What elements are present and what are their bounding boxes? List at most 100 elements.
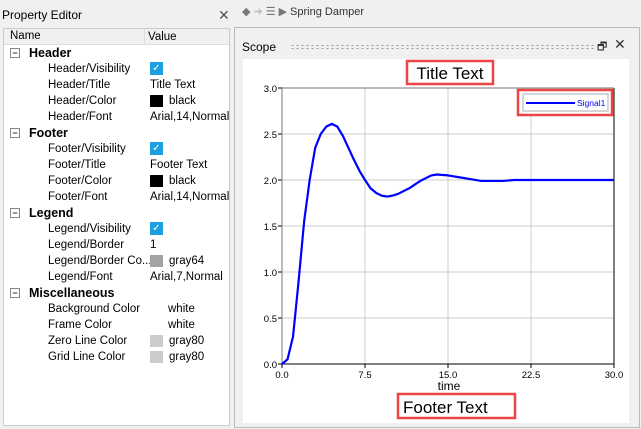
y-tick-label: 2.5 bbox=[264, 130, 277, 141]
grid-header: Name Value bbox=[4, 29, 229, 45]
color-swatch bbox=[150, 334, 163, 347]
x-tick-label: 22.5 bbox=[522, 370, 541, 381]
x-axis-label: time bbox=[438, 379, 461, 393]
category-miscellaneous[interactable]: − Miscellaneous bbox=[4, 285, 229, 301]
property-value[interactable]: Footer Text bbox=[150, 159, 208, 171]
property-name: Zero Line Color bbox=[48, 335, 128, 347]
restore-icon[interactable]: 🗗 bbox=[597, 41, 608, 53]
property-name: Frame Color bbox=[48, 319, 112, 331]
property-row[interactable]: Legend/Border Co... gray64 bbox=[4, 253, 229, 269]
color-swatch bbox=[150, 174, 163, 187]
property-value[interactable]: white bbox=[168, 303, 195, 315]
property-name: Grid Line Color bbox=[48, 351, 126, 363]
chart-footer: Footer Text bbox=[403, 398, 488, 417]
column-value[interactable]: Value bbox=[144, 29, 177, 45]
category-footer[interactable]: − Footer bbox=[4, 125, 229, 141]
chart: 0.0 0.5 1.0 1.5 2.0 2.5 3.0 0.0 7.5 15.0 22.5 30.0 S… bbox=[264, 59, 624, 420]
property-grid: Name Value − Header Header/Visibility ✓ Head… bbox=[3, 28, 230, 426]
list-icon[interactable]: ☰ bbox=[265, 6, 276, 18]
property-name: Header/Visibility bbox=[48, 63, 131, 75]
back-icon[interactable]: ◆ bbox=[242, 6, 251, 18]
y-tick-label: 0.0 bbox=[264, 360, 277, 371]
footer-highlight bbox=[396, 392, 517, 420]
y-tick-label: 1.5 bbox=[264, 222, 277, 233]
y-tick-label: 1.0 bbox=[264, 268, 277, 279]
property-name: Header/Title bbox=[48, 79, 111, 91]
color-swatch bbox=[150, 350, 163, 363]
check-icon: ✓ bbox=[150, 62, 163, 76]
color-swatch bbox=[150, 254, 163, 267]
visibility-checkbox[interactable]: ✓ bbox=[150, 141, 163, 157]
x-tick-label: 30.0 bbox=[605, 370, 624, 381]
column-name[interactable]: Name bbox=[10, 30, 41, 42]
color-value[interactable]: black bbox=[150, 173, 196, 189]
property-name: Background Color bbox=[48, 303, 141, 315]
collapse-icon[interactable]: − bbox=[10, 288, 20, 298]
property-value[interactable]: 1 bbox=[150, 239, 157, 251]
property-row[interactable]: Legend/Font Arial,7,Normal bbox=[4, 269, 229, 285]
chevron-right-icon[interactable]: ▶ bbox=[278, 6, 288, 18]
visibility-checkbox[interactable]: ✓ bbox=[150, 221, 163, 237]
property-row[interactable]: Zero Line Color gray80 bbox=[4, 333, 229, 349]
property-row[interactable]: Header/Visibility ✓ bbox=[4, 61, 229, 77]
forward-icon[interactable]: ➜ bbox=[253, 6, 263, 18]
property-name: Legend/Border Co... bbox=[48, 255, 152, 267]
y-tick-label: 3.0 bbox=[264, 84, 277, 95]
close-icon[interactable]: ✕ bbox=[218, 7, 230, 23]
property-value[interactable]: Arial,14,Normal bbox=[150, 191, 230, 203]
color-swatch bbox=[150, 94, 163, 107]
property-name: Header/Color bbox=[48, 95, 117, 107]
title-highlight bbox=[405, 59, 495, 86]
collapse-icon[interactable]: − bbox=[10, 208, 20, 218]
series-line-signal1 bbox=[281, 122, 614, 365]
property-value[interactable]: Arial,14,Normal bbox=[150, 111, 230, 123]
scope-title: Scope bbox=[242, 40, 277, 54]
property-row[interactable]: Footer/Color black bbox=[4, 173, 229, 189]
property-row[interactable]: Header/Color black bbox=[4, 93, 229, 109]
property-row[interactable]: Frame Color white bbox=[4, 317, 229, 333]
plot-area: 0.0 0.5 1.0 1.5 2.0 2.5 3.0 0.0 7.5 15.0 22.5 30.0 S… bbox=[243, 59, 629, 423]
color-value[interactable]: gray80 bbox=[150, 333, 204, 349]
scope-panel: Scope 🗗 ✕ 0.0 0.5 1.0 1.5 2.0 2.5 3.0 0.0 7.5 15.… bbox=[234, 27, 640, 428]
y-tick-label: 2.0 bbox=[264, 176, 277, 187]
property-value[interactable]: white bbox=[168, 319, 195, 331]
collapse-icon[interactable]: − bbox=[10, 128, 20, 138]
breadcrumb-item[interactable]: Spring Damper bbox=[290, 6, 365, 18]
visibility-checkbox[interactable]: ✓ bbox=[150, 61, 163, 77]
property-row[interactable]: Legend/Border 1 bbox=[4, 237, 229, 253]
check-icon: ✓ bbox=[150, 222, 163, 236]
property-value[interactable]: Title Text bbox=[150, 79, 196, 91]
property-name: Legend/Font bbox=[48, 271, 113, 283]
chart-title: Title Text bbox=[416, 64, 483, 83]
y-tick-label: 0.5 bbox=[264, 314, 277, 325]
breadcrumb: ◆ ➜ ☰ ▶ Spring Damper bbox=[242, 5, 364, 18]
property-value[interactable]: Arial,7,Normal bbox=[150, 271, 223, 283]
legend-label: Signal1 bbox=[577, 98, 606, 108]
panel-title: Property Editor bbox=[2, 8, 83, 22]
color-value[interactable]: black bbox=[150, 93, 196, 109]
property-row[interactable]: Legend/Visibility ✓ bbox=[4, 221, 229, 237]
property-row[interactable]: Grid Line Color gray80 bbox=[4, 349, 229, 365]
property-row[interactable]: Background Color white bbox=[4, 301, 229, 317]
property-name: Footer/Font bbox=[48, 191, 108, 203]
property-name: Header/Font bbox=[48, 111, 112, 123]
property-row[interactable]: Footer/Font Arial,14,Normal bbox=[4, 189, 229, 205]
property-name: Legend/Border bbox=[48, 239, 125, 251]
close-icon[interactable]: ✕ bbox=[614, 36, 626, 52]
property-editor-panel: Property Editor ✕ Name Value − Header Head… bbox=[0, 0, 233, 429]
property-name: Footer/Title bbox=[48, 159, 106, 171]
property-row[interactable]: Footer/Visibility ✓ bbox=[4, 141, 229, 157]
category-legend[interactable]: − Legend bbox=[4, 205, 229, 221]
category-header[interactable]: − Header bbox=[4, 45, 229, 61]
property-name: Legend/Visibility bbox=[48, 223, 131, 235]
x-tick-label: 15.0 bbox=[439, 370, 458, 381]
x-tick-label: 0.0 bbox=[275, 370, 288, 381]
color-value[interactable]: gray64 bbox=[150, 253, 204, 269]
collapse-icon[interactable]: − bbox=[10, 48, 20, 58]
property-row[interactable]: Header/Title Title Text bbox=[4, 77, 229, 93]
property-row[interactable]: Footer/Title Footer Text bbox=[4, 157, 229, 173]
color-value[interactable]: gray80 bbox=[150, 349, 204, 365]
property-name: Footer/Visibility bbox=[48, 143, 126, 155]
property-row[interactable]: Header/Font Arial,14,Normal bbox=[4, 109, 229, 125]
drag-handle[interactable] bbox=[290, 44, 595, 50]
